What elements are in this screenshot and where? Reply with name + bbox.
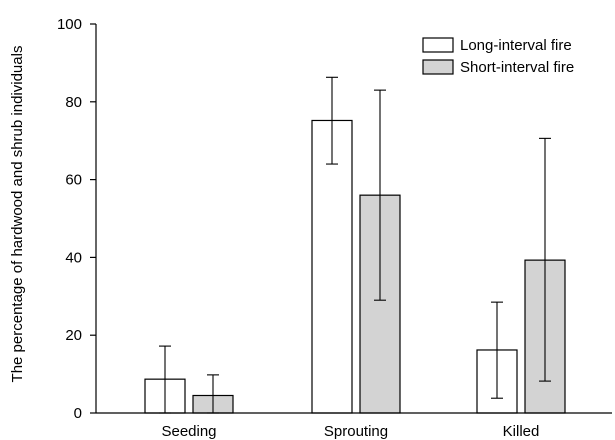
legend: Long-interval fire Short-interval fire: [422, 37, 574, 76]
y-tick-label: 100: [57, 16, 82, 33]
y-tick-label: 0: [74, 405, 82, 422]
x-axis: Seeding Sprouting Killed: [96, 412, 612, 440]
legend-swatch-long-interval: [422, 37, 454, 53]
plot-area: [144, 76, 566, 414]
y-axis: 0 20 40 60 80 100: [57, 16, 97, 422]
legend-label-short-interval: Short-interval fire: [460, 59, 574, 76]
y-tick-label: 60: [65, 172, 82, 189]
y-tick-label: 20: [65, 327, 82, 344]
legend-swatch-short-interval: [422, 59, 454, 75]
x-category-label: Sprouting: [324, 423, 388, 440]
x-category-label: Seeding: [161, 423, 216, 440]
y-axis-label: The percentage of hardwood and shrub ind…: [9, 46, 26, 383]
x-category-label: Killed: [503, 423, 540, 440]
y-tick-label: 40: [65, 249, 82, 266]
legend-label-long-interval: Long-interval fire: [460, 37, 572, 54]
y-tick-label: 80: [65, 94, 82, 111]
